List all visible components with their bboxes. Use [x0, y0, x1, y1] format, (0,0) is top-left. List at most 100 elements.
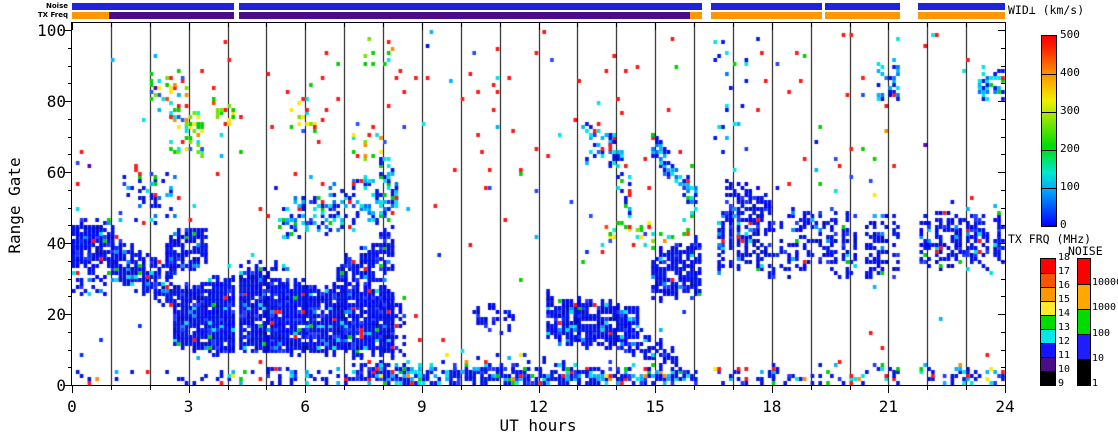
- axis-tick: [694, 23, 695, 27]
- txfrq-colorbar-segment: [1041, 343, 1055, 357]
- axis-tick: [461, 23, 462, 27]
- axis-tick: [772, 386, 773, 393]
- axis-tick: [65, 385, 72, 386]
- axis-tick: [461, 386, 462, 390]
- txfrq-colorbar-segment: [1041, 371, 1055, 385]
- axis-tick: [68, 261, 72, 262]
- txfreq-bar-segment: [917, 12, 1005, 19]
- y-tick-label: 100: [37, 21, 66, 40]
- noise-bar-segment: [238, 3, 702, 10]
- txfreq-bar-segment: [108, 12, 235, 19]
- axis-tick: [1001, 190, 1005, 191]
- axis-tick: [577, 23, 578, 27]
- axis-tick: [1001, 332, 1005, 333]
- txfrq-colorbar-segment: [1041, 273, 1055, 287]
- noise-bar-segment: [711, 3, 823, 10]
- axis-tick: [888, 386, 889, 393]
- wid-colorbar-title: WID⊥ (km/s): [1008, 3, 1085, 17]
- axis-tick: [998, 385, 1005, 386]
- wid-colorbar-division: [1042, 188, 1056, 189]
- wid-colorbar-tick-label: 100: [1060, 180, 1080, 193]
- txfrq-colorbar-tick-label: 9: [1058, 378, 1065, 389]
- plot-area: [71, 22, 1006, 386]
- axis-tick: [383, 23, 384, 27]
- noise-colorbar-title: NOISE: [1068, 244, 1103, 258]
- axis-tick: [1001, 350, 1005, 351]
- axis-tick: [655, 23, 656, 30]
- txfrq-colorbar-segment: [1041, 301, 1055, 315]
- wid-colorbar-tick-label: 500: [1060, 28, 1080, 41]
- axis-tick: [500, 23, 501, 27]
- wid-colorbar-division: [1042, 150, 1056, 151]
- y-tick-label: 40: [46, 234, 66, 253]
- txfreq-bar-segment: [825, 12, 901, 19]
- noise-bar-label: Noise: [46, 2, 68, 10]
- axis-tick: [68, 137, 72, 138]
- txfrq-colorbar-tick-label: 13: [1058, 322, 1071, 333]
- wid-colorbar-tick-label: 300: [1060, 104, 1080, 117]
- axis-tick: [68, 332, 72, 333]
- axis-tick: [305, 386, 306, 393]
- axis-tick: [539, 386, 540, 393]
- axis-tick: [733, 23, 734, 27]
- axis-tick: [1001, 154, 1005, 155]
- axis-tick: [1001, 261, 1005, 262]
- axis-tick: [1001, 119, 1005, 120]
- axis-tick: [65, 314, 72, 315]
- txfrq-colorbar-segment: [1041, 315, 1055, 329]
- noise-colorbar-tick-label: 1: [1092, 378, 1099, 389]
- txfrq-colorbar-tick-label: 18: [1058, 252, 1071, 263]
- axis-tick: [811, 23, 812, 27]
- axis-tick: [383, 386, 384, 390]
- axis-tick: [68, 119, 72, 120]
- y-tick-label: 80: [46, 92, 66, 111]
- noise-colorbar-segment: [1078, 284, 1090, 309]
- axis-tick: [888, 23, 889, 30]
- axis-tick: [72, 23, 73, 30]
- axis-tick: [266, 386, 267, 390]
- axis-tick: [68, 225, 72, 226]
- axis-tick: [616, 23, 617, 27]
- axis-tick: [733, 386, 734, 390]
- wid-colorbar-division: [1042, 74, 1056, 75]
- axis-tick: [500, 386, 501, 390]
- axis-tick: [65, 243, 72, 244]
- axis-tick: [68, 279, 72, 280]
- axis-tick: [1001, 48, 1005, 49]
- axis-tick: [966, 23, 967, 27]
- axis-tick: [927, 23, 928, 27]
- axis-tick: [811, 386, 812, 390]
- txfreq-bar-segment: [690, 12, 702, 19]
- noise-bar-segment: [825, 3, 901, 10]
- axis-tick: [1001, 83, 1005, 84]
- axis-tick: [228, 23, 229, 27]
- txfreq-status-bar: [72, 12, 1005, 19]
- axis-tick: [68, 367, 72, 368]
- txfrq-colorbar-segment: [1041, 357, 1055, 371]
- y-tick-label: 0: [56, 376, 66, 395]
- axis-tick: [68, 154, 72, 155]
- txfreq-bar-label: TX Freq: [37, 11, 68, 19]
- axis-tick: [150, 23, 151, 27]
- noise-colorbar-segment: [1078, 359, 1090, 385]
- axis-tick: [68, 190, 72, 191]
- noise-status-bar: [72, 3, 1005, 10]
- x-tick-label: 6: [300, 397, 311, 416]
- axis-tick: [111, 23, 112, 27]
- noise-colorbar-tick-label: 100: [1092, 327, 1111, 339]
- axis-tick: [616, 386, 617, 390]
- noise-colorbar: [1077, 258, 1091, 386]
- x-tick-label: 0: [67, 397, 77, 416]
- x-tick-label: 21: [878, 397, 898, 416]
- txfreq-bar-segment: [711, 12, 823, 19]
- axis-tick: [228, 386, 229, 390]
- axis-tick: [189, 23, 190, 30]
- txfrq-colorbar-tick-label: 11: [1058, 350, 1071, 361]
- txfreq-bar-segment: [238, 12, 691, 19]
- txfrq-colorbar-title: TX FRQ (MHz): [1008, 232, 1092, 246]
- noise-bar-segment: [72, 3, 235, 10]
- axis-tick: [1001, 279, 1005, 280]
- axis-tick: [1001, 367, 1005, 368]
- axis-tick: [998, 243, 1005, 244]
